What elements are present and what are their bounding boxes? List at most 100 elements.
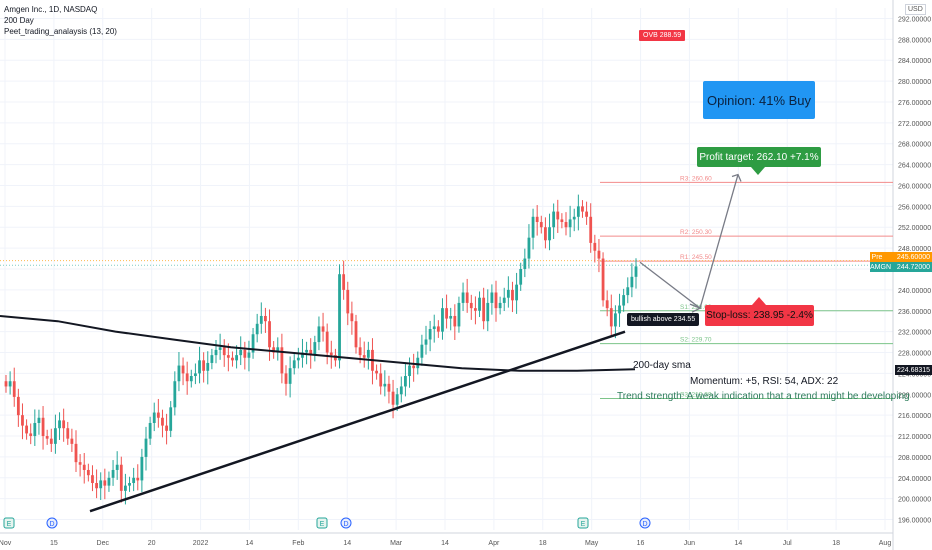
candle-body: [379, 373, 383, 387]
projection-mid-arrowhead: [689, 303, 702, 313]
candle-body: [111, 469, 115, 478]
candle-body: [74, 443, 78, 463]
candle-body: [8, 381, 12, 387]
x-tick-label: 15: [50, 540, 58, 547]
candle-body: [436, 326, 440, 332]
x-tick-label: 20: [148, 540, 156, 547]
y-tick-label: 200.00000: [898, 497, 931, 504]
x-tick-label: 14: [343, 540, 351, 547]
candle-body: [21, 415, 24, 426]
pivot-level-label: R3: 260.60: [680, 175, 712, 182]
candle-body: [564, 222, 568, 228]
candle-body: [115, 464, 119, 470]
candle-body: [305, 349, 308, 353]
last-price-value: 244.72000: [896, 263, 930, 271]
candle-body: [25, 425, 28, 434]
x-tick-label: 2022: [193, 540, 209, 547]
projection-arrowhead: [731, 173, 742, 182]
y-tick-label: 248.00000: [898, 246, 931, 253]
candle-body: [535, 216, 539, 223]
candle-body: [272, 347, 276, 353]
candle-body: [362, 355, 366, 358]
candle-body: [214, 349, 218, 356]
candle-body: [576, 206, 580, 217]
candle-body: [198, 360, 201, 374]
premarket-price-tag: Pre 245.60000: [870, 252, 932, 262]
dividend-marker-icon: [639, 517, 651, 529]
candle-body: [16, 396, 20, 416]
bullish-label: bullish above 234.55: [627, 313, 700, 326]
candle-body: [630, 276, 634, 288]
candle-body: [210, 355, 214, 363]
candle-body: [531, 216, 535, 238]
y-tick-label: 232.00000: [898, 330, 931, 337]
candle-body: [156, 412, 160, 418]
candle-body: [119, 464, 123, 491]
x-tick-label: Jul: [783, 540, 792, 547]
event-marker-letter: D: [49, 521, 54, 528]
candle-body: [441, 308, 444, 332]
candle-body: [189, 376, 193, 382]
earnings-marker-icon: [577, 517, 589, 529]
candle-body: [469, 302, 473, 309]
indicator-analysis-label[interactable]: Peet_trading_analaysis (13, 20): [4, 27, 117, 36]
candle-body: [461, 292, 465, 303]
currency-label[interactable]: USD: [905, 4, 926, 15]
candle-body: [313, 342, 317, 356]
premarket-key: Pre: [871, 253, 883, 261]
candle-body: [41, 417, 45, 437]
pivot-level-label: S2: 229.70: [680, 337, 712, 344]
candle-body: [622, 295, 626, 306]
candle-body: [128, 483, 131, 486]
candle-body: [548, 227, 551, 241]
candle-body: [132, 477, 136, 484]
event-marker-letter: E: [7, 521, 12, 528]
candle-body: [284, 373, 288, 384]
x-tick-label: May: [585, 540, 599, 547]
event-marker-letter: D: [642, 521, 647, 528]
candle-body: [375, 370, 378, 374]
candle-body: [552, 211, 556, 228]
profit-target-box: Profit target: 262.10 +7.1%: [697, 147, 821, 167]
candle-body: [593, 242, 597, 251]
indicator-sma-label[interactable]: 200 Day: [4, 16, 34, 25]
candle-body: [474, 308, 477, 311]
candle-body: [37, 417, 41, 423]
chart-legend: Amgen Inc., 1D, NASDAQ 200 Day Peet_trad…: [4, 4, 117, 37]
stop-loss-box: Stop-loss: 238.95 -2.4%: [705, 305, 814, 326]
candle-body: [301, 352, 304, 358]
candle-body: [288, 368, 292, 384]
x-tick-label: Nov: [0, 540, 12, 547]
ovb-badge: OVB 288.59: [639, 30, 686, 41]
candle-body: [296, 357, 300, 361]
candle-body: [173, 381, 177, 408]
candle-body: [169, 407, 173, 431]
sma-price-tag: 224.68315: [895, 365, 932, 375]
candle-body: [136, 477, 140, 481]
candle-body: [124, 485, 127, 491]
candle-body: [12, 381, 16, 397]
candle-body: [383, 383, 387, 387]
y-tick-label: 264.00000: [898, 163, 931, 170]
x-tick-label: 14: [734, 540, 742, 547]
x-tick-label: Jun: [684, 540, 695, 547]
y-tick-label: 280.00000: [898, 79, 931, 86]
candle-body: [185, 373, 189, 382]
candle-body: [82, 464, 86, 470]
candle-body: [560, 219, 564, 223]
candle-body: [264, 315, 267, 322]
candle-body: [568, 219, 572, 228]
candle-body: [420, 344, 424, 358]
candle-body: [404, 376, 407, 387]
candle-body: [91, 475, 94, 484]
candle-body: [107, 477, 111, 486]
momentum-annotation: Momentum: +5, RSI: 54, ADX: 22: [690, 376, 839, 387]
sma-200-line: [0, 315, 636, 372]
candle-body: [453, 315, 457, 327]
candle-body: [243, 349, 247, 358]
x-tick-label: 18: [539, 540, 547, 547]
event-marker-letter: D: [343, 521, 348, 528]
candle-body: [309, 349, 313, 356]
symbol-title[interactable]: Amgen Inc., 1D, NASDAQ: [4, 5, 98, 14]
